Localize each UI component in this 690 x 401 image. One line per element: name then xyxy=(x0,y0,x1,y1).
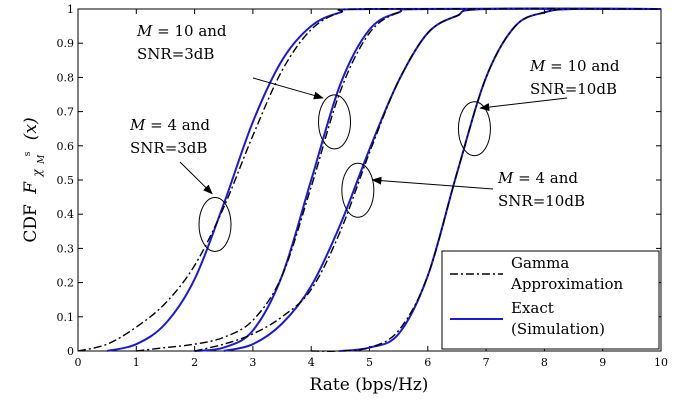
y-tick-label: 0.2 xyxy=(57,277,75,290)
x-tick-label: 5 xyxy=(366,356,373,369)
x-tick-label: 8 xyxy=(541,356,548,369)
legend: Gamma Approximation Exact (Simulation) xyxy=(441,250,660,350)
annotation-m4-snr3: M = 4 and SNR=3dB xyxy=(129,116,232,252)
y-tick-label: 0.1 xyxy=(57,311,75,324)
annotation-label-line2: SNR=3dB xyxy=(137,45,214,63)
y-tick-label: 0.4 xyxy=(57,208,75,221)
annotation-arrow xyxy=(179,161,213,195)
y-label-symbol: F xyxy=(21,181,41,195)
annotation-ellipse xyxy=(457,101,491,157)
legend-gamma-label-2: Approximation xyxy=(510,275,624,293)
annotation-label-line2: SNR=3dB xyxy=(130,139,207,157)
x-tick-label: 3 xyxy=(249,356,256,369)
curve-gamma-m-10-snr-10db xyxy=(311,8,662,352)
annotation-ellipse xyxy=(341,162,375,218)
legend-box xyxy=(441,250,660,350)
y-axis-label: CDF F χ M s (x) xyxy=(15,117,49,242)
annotation-ellipse xyxy=(198,196,232,252)
y-tick-label: 0.3 xyxy=(57,242,75,255)
annotation-arrow xyxy=(252,77,324,100)
y-tick-label: 0.6 xyxy=(57,140,75,153)
y-tick-label: 1 xyxy=(67,3,74,16)
svg-text:CDF F χ M: CDF F χ M s (x) xyxy=(15,117,49,242)
annotation-label-line2: SNR=10dB xyxy=(530,80,617,98)
y-label-sup: s xyxy=(23,151,33,156)
y-tick-label: 0.9 xyxy=(57,37,75,50)
curve-gamma-m-4-snr-3db xyxy=(77,8,662,352)
annotation-arrow xyxy=(479,97,568,112)
y-label-arg: (x) xyxy=(21,117,41,140)
annotation-label-line1: M = 4 and xyxy=(497,169,578,187)
annotation-m4-snr10: M = 4 and SNR=10dB xyxy=(341,162,585,218)
annotation-label-line1: M = 10 and xyxy=(529,57,620,75)
curve-gamma-m-10-snr-3db xyxy=(136,8,662,352)
x-axis-label: Rate (bps/Hz) xyxy=(310,375,429,395)
x-tick-label: 2 xyxy=(191,356,198,369)
x-tick-label: 9 xyxy=(599,356,606,369)
y-label-sub: χ xyxy=(30,169,44,178)
x-tick-label: 10 xyxy=(654,356,668,369)
legend-exact-label-1: Exact xyxy=(511,299,554,317)
x-tick-label: 7 xyxy=(483,356,490,369)
y-tick-label: 0.8 xyxy=(57,71,75,84)
data-curves xyxy=(77,7,662,352)
y-label-prefix: CDF xyxy=(21,204,41,243)
annotation-ellipse xyxy=(318,94,352,150)
x-tick-label: 4 xyxy=(308,356,315,369)
curve-gamma-m-4-snr-10db xyxy=(194,7,662,352)
annotation-label-line2: SNR=10dB xyxy=(498,192,585,210)
legend-gamma-label-1: Gamma xyxy=(511,254,569,272)
x-tick-label: 0 xyxy=(75,356,82,369)
annotation-m10-snr3: M = 10 and SNR=3dB xyxy=(136,22,352,150)
x-tick-label: 1 xyxy=(133,356,140,369)
y-tick-label: 0.5 xyxy=(57,174,75,187)
annotation-label-line1: M = 4 and xyxy=(129,116,210,134)
annotation-label-line1: M = 10 and xyxy=(136,22,227,40)
annotation-arrow xyxy=(371,176,494,190)
y-tick-label: 0 xyxy=(67,345,74,358)
x-tick-label: 6 xyxy=(424,356,431,369)
annotation-m10-snr10: M = 10 and SNR=10dB xyxy=(457,57,620,157)
legend-exact-label-2: (Simulation) xyxy=(511,320,605,338)
y-label-sub2: M xyxy=(37,154,47,165)
y-tick-label: 0.7 xyxy=(57,106,75,119)
axis-ticks: 0 1 2 3 4 5 6 7 8 9 10 0 0.1 0.2 0.3 0.4 0.5 0.6 0.7 0.8 0.9… xyxy=(57,3,669,369)
